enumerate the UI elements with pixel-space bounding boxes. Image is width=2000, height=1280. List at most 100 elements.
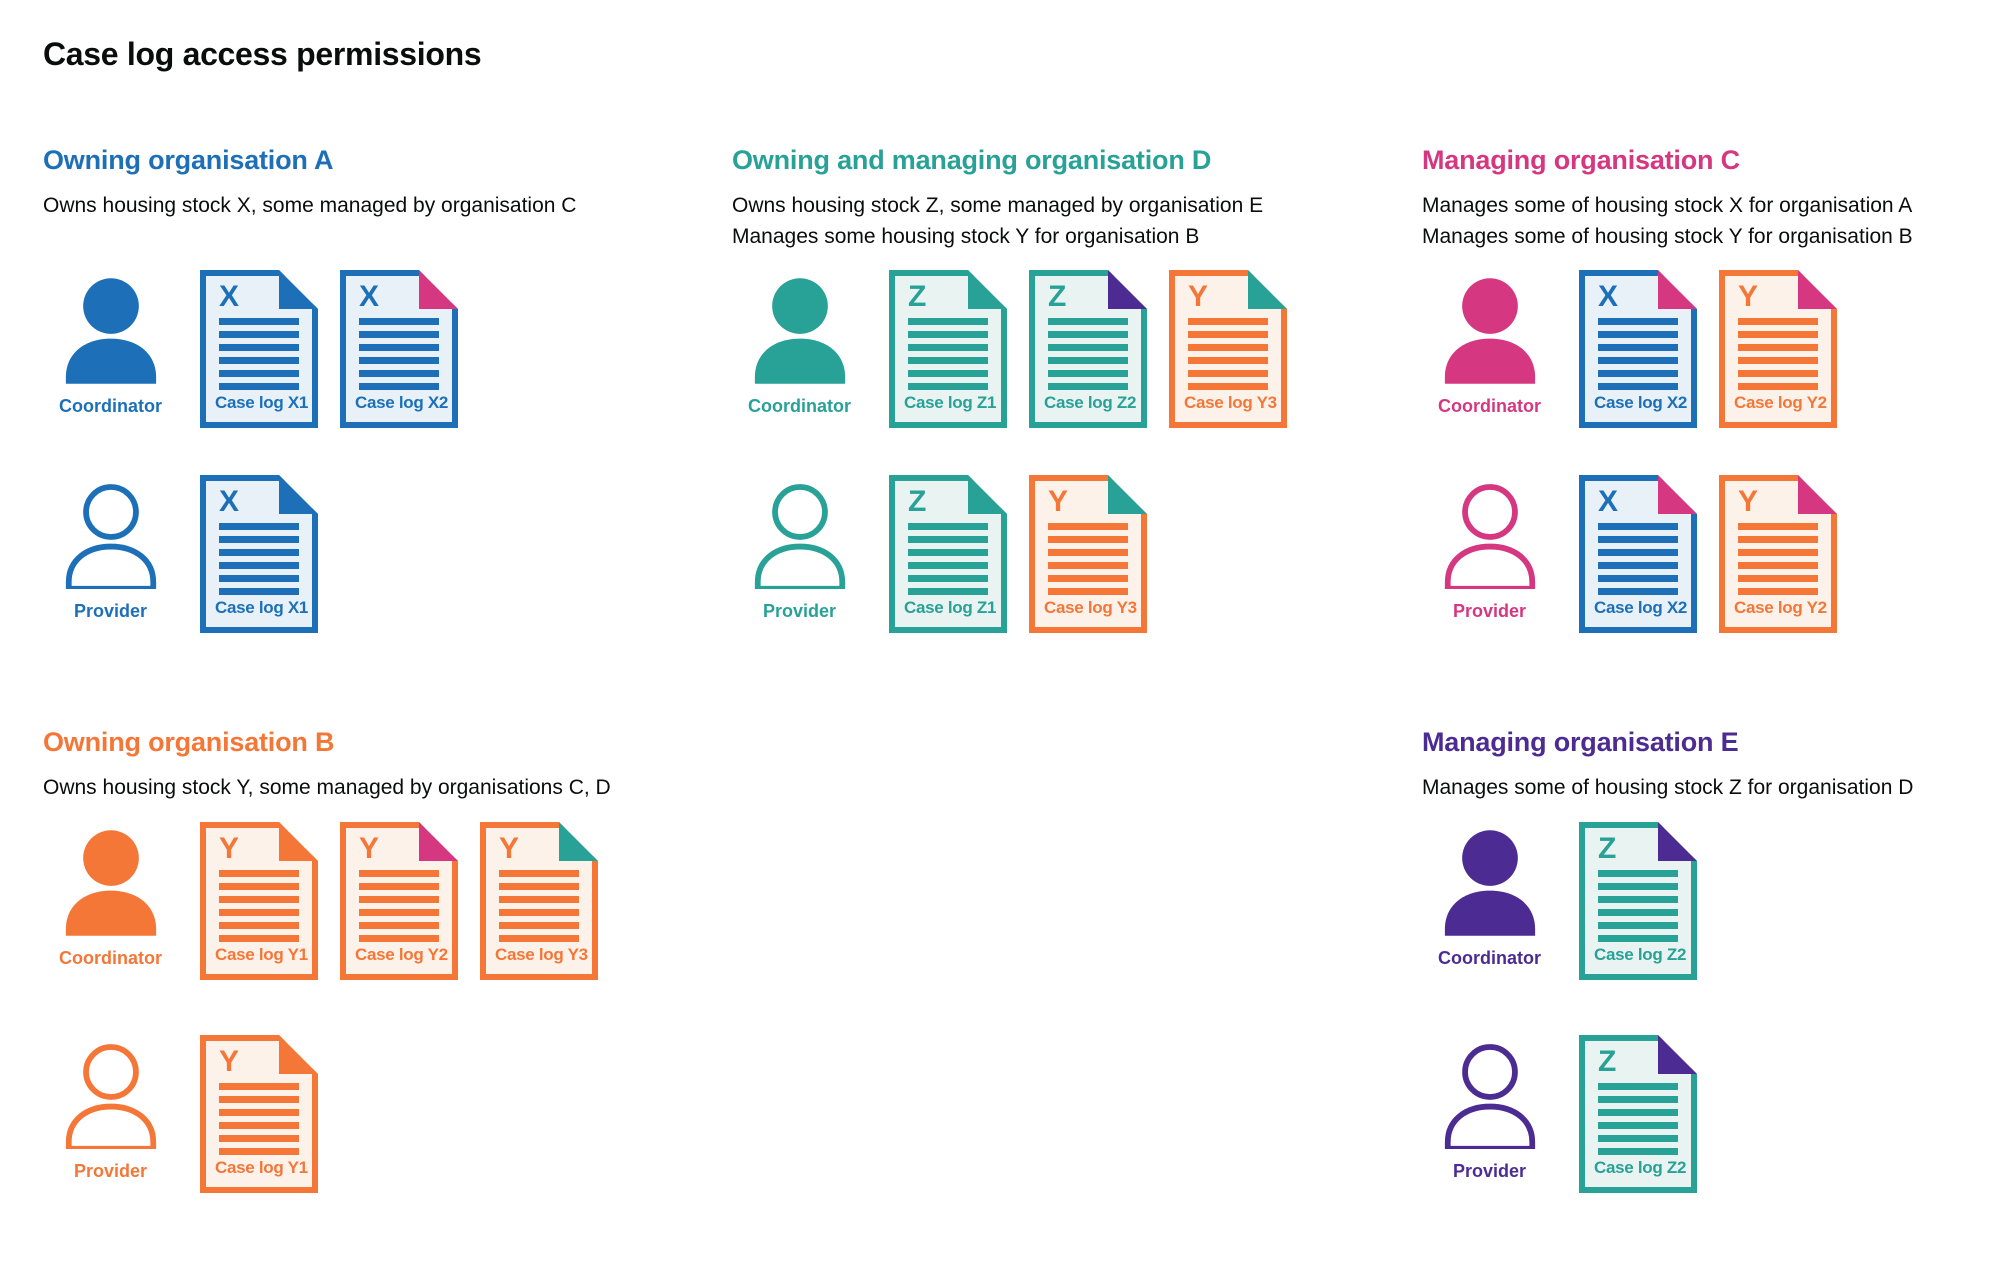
role-label: Coordinator bbox=[59, 948, 162, 968]
case-log-label: Case log X2 bbox=[1594, 393, 1688, 412]
stock-letter: Y bbox=[1188, 280, 1209, 313]
corner-fold-icon bbox=[1108, 475, 1147, 514]
person-outline-icon bbox=[754, 484, 845, 589]
case-log-label: Case log Z1 bbox=[904, 598, 997, 617]
case-log-document: X Case log X2 bbox=[340, 270, 458, 428]
coordinator-row: Coordinator Z Case log Z2 bbox=[1422, 822, 1697, 980]
role-cell: Provider bbox=[43, 475, 178, 622]
role-label: Provider bbox=[73, 601, 148, 621]
section-heading: Owning organisation B bbox=[43, 727, 335, 757]
document-text-lines bbox=[219, 870, 299, 942]
stock-letter: X bbox=[1598, 280, 1619, 313]
corner-fold-icon bbox=[279, 822, 318, 861]
document-text-lines bbox=[1738, 318, 1818, 390]
stock-letter: Y bbox=[499, 832, 520, 865]
corner-fold-icon bbox=[1658, 270, 1697, 309]
case-log-document: Y Case log Y3 bbox=[480, 822, 598, 980]
role-label: Coordinator bbox=[1438, 948, 1541, 968]
case-log-document: Z Case log Z2 bbox=[1579, 1035, 1697, 1193]
case-log-document: Y Case log Y2 bbox=[1719, 475, 1837, 633]
corner-fold-icon bbox=[1798, 270, 1837, 309]
role-label: Provider bbox=[762, 601, 837, 621]
stock-letter: Z bbox=[1048, 280, 1067, 313]
corner-fold-icon bbox=[1658, 475, 1697, 514]
stock-letter: X bbox=[219, 485, 240, 518]
corner-fold-icon bbox=[1248, 270, 1287, 309]
case-log-label: Case log Y1 bbox=[215, 945, 308, 964]
stock-letter: Y bbox=[1738, 485, 1759, 518]
case-log-label: Case log Y2 bbox=[1734, 393, 1827, 412]
role-cell: Coordinator bbox=[1422, 822, 1557, 969]
role-cell: Coordinator bbox=[732, 270, 867, 417]
section-managing-organisation-c: Managing organisation C Manages some of … bbox=[1422, 145, 2000, 706]
provider-row: Provider Y Case log Y1 bbox=[43, 1035, 318, 1193]
case-log-label: Case log X2 bbox=[1594, 598, 1688, 617]
section-owning-organisation-b: Owning organisation B Owns housing stock… bbox=[43, 727, 703, 1280]
page-title: Case log access permissions bbox=[43, 36, 482, 72]
role-label: Coordinator bbox=[59, 396, 162, 416]
case-log-label: Case log Z2 bbox=[1594, 945, 1687, 964]
document-text-lines bbox=[908, 318, 988, 390]
coordinator-row: Coordinator Z Case log Z1 Z Case log Z2 … bbox=[732, 270, 1287, 428]
stock-letter: Z bbox=[1598, 832, 1617, 865]
document-text-lines bbox=[1738, 523, 1818, 595]
corner-fold-icon bbox=[559, 822, 598, 861]
case-log-label: Case log Y3 bbox=[1184, 393, 1277, 412]
corner-fold-icon bbox=[968, 270, 1007, 309]
section-description-line: Manages some of housing stock X for orga… bbox=[1422, 194, 1913, 217]
document-text-lines bbox=[908, 523, 988, 595]
person-filled-icon bbox=[1444, 830, 1535, 936]
corner-fold-icon bbox=[419, 270, 458, 309]
stock-letter: Z bbox=[908, 485, 927, 518]
case-log-document: Z Case log Z1 bbox=[889, 475, 1007, 633]
corner-fold-icon bbox=[1108, 270, 1147, 309]
role-label: Coordinator bbox=[748, 396, 851, 416]
corner-fold-icon bbox=[1798, 475, 1837, 514]
document-text-lines bbox=[219, 523, 299, 595]
document-text-lines bbox=[219, 1083, 299, 1155]
case-log-document: X Case log X2 bbox=[1579, 475, 1697, 633]
case-log-document: Y Case log Y1 bbox=[200, 1035, 318, 1193]
document-text-lines bbox=[1188, 318, 1268, 390]
coordinator-row: Coordinator X Case log X2 Y Case log Y2 bbox=[1422, 270, 1837, 428]
document-text-lines bbox=[1598, 523, 1678, 595]
document-text-lines bbox=[499, 870, 579, 942]
document-text-lines bbox=[359, 870, 439, 942]
corner-fold-icon bbox=[279, 475, 318, 514]
person-filled-icon bbox=[754, 278, 845, 384]
case-log-document: Y Case log Y3 bbox=[1169, 270, 1287, 428]
role-cell: Provider bbox=[43, 1035, 178, 1182]
section-description-line: Owns housing stock X, some managed by or… bbox=[43, 194, 577, 217]
section-managing-organisation-e: Managing organisation E Manages some of … bbox=[1422, 727, 2000, 1280]
provider-row: Provider Z Case log Z2 bbox=[1422, 1035, 1697, 1193]
stock-letter: X bbox=[359, 280, 380, 313]
role-label: Provider bbox=[1452, 601, 1527, 621]
provider-row: Provider X Case log X2 Y Case log Y2 bbox=[1422, 475, 1837, 633]
coordinator-row: Coordinator X Case log X1 X Case log X2 bbox=[43, 270, 458, 428]
stock-letter: Z bbox=[908, 280, 927, 313]
person-filled-icon bbox=[1444, 278, 1535, 384]
case-log-label: Case log Y2 bbox=[1734, 598, 1827, 617]
person-outline-icon bbox=[65, 484, 156, 589]
provider-row: Provider Z Case log Z1 Y Case log Y3 bbox=[732, 475, 1147, 633]
stock-letter: Y bbox=[219, 1045, 240, 1078]
case-log-document: Z Case log Z1 bbox=[889, 270, 1007, 428]
case-log-document: X Case log X1 bbox=[200, 270, 318, 428]
person-outline-icon bbox=[1444, 484, 1535, 589]
stock-letter: Y bbox=[219, 832, 240, 865]
case-log-label: Case log Y3 bbox=[495, 945, 588, 964]
case-log-label: Case log Z1 bbox=[904, 393, 997, 412]
role-cell: Coordinator bbox=[43, 822, 178, 969]
stock-letter: Y bbox=[1048, 485, 1069, 518]
section-heading: Managing organisation C bbox=[1422, 145, 1740, 175]
role-label: Coordinator bbox=[1438, 396, 1541, 416]
role-cell: Coordinator bbox=[1422, 270, 1557, 417]
role-cell: Provider bbox=[1422, 1035, 1557, 1182]
case-log-document: Z Case log Z2 bbox=[1029, 270, 1147, 428]
section-description-line: Owns housing stock Z, some managed by or… bbox=[732, 194, 1264, 217]
person-filled-icon bbox=[65, 278, 156, 384]
role-label: Provider bbox=[73, 1161, 148, 1181]
role-label: Provider bbox=[1452, 1161, 1527, 1181]
document-text-lines bbox=[1598, 870, 1678, 942]
corner-fold-icon bbox=[968, 475, 1007, 514]
